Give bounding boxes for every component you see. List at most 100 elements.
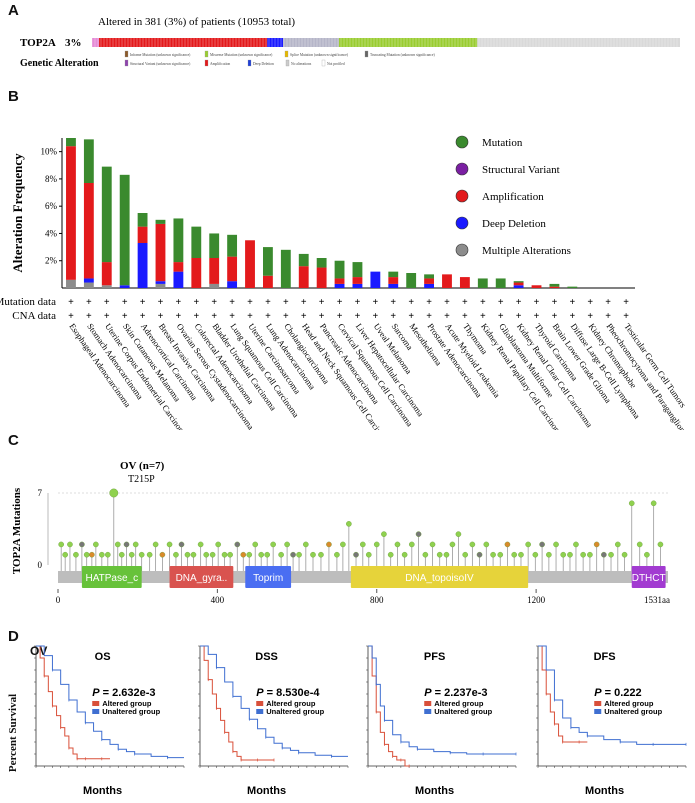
bar-mutation (424, 274, 435, 279)
mutation-point (334, 551, 340, 558)
bar-deep-deletion (137, 243, 148, 288)
legend-label: Unaltered group (266, 707, 324, 716)
domain-label: DNA_gyra.. (176, 573, 228, 584)
y-tick-label: 8% (45, 174, 58, 184)
mutation-point (387, 551, 394, 558)
mutation-point (573, 541, 579, 548)
bar-mutation (191, 226, 202, 258)
data-available-marker: + (68, 297, 74, 308)
legend-item-label: Truncating Mutation (unknown significanc… (370, 53, 435, 57)
legend-label: Unaltered group (434, 707, 492, 716)
bar-mutation (137, 213, 148, 227)
mutation-point (73, 551, 79, 558)
bar-mutation (477, 278, 488, 288)
bar-mutation (567, 286, 578, 288)
data-available-marker: + (587, 297, 593, 308)
gene-name: TOP2A (20, 37, 56, 49)
mutation-point (518, 551, 524, 558)
data-available-marker: + (534, 297, 540, 308)
data-available-marker: + (408, 297, 414, 308)
oncoprint-segment (92, 38, 100, 47)
bar-amplification (245, 240, 255, 288)
y-tick-label: 4% (45, 228, 58, 238)
mutation-point (469, 541, 476, 548)
bar-amplification (191, 258, 202, 288)
legend-item-label: Deep Deletion (253, 62, 274, 66)
mutation-point (628, 500, 635, 507)
x-tick-label: 1200 (527, 595, 546, 605)
data-available-marker: + (373, 311, 379, 322)
data-available-marker: + (444, 297, 450, 308)
x-end-label: 1531aa (644, 595, 670, 605)
panel-a-label: A (8, 2, 19, 19)
mutation-point (476, 551, 483, 558)
data-available-marker: + (229, 311, 235, 322)
data-available-marker: + (552, 297, 558, 308)
mutation-point (159, 551, 166, 558)
mutation-point (132, 541, 139, 548)
legend-item-label: Missense Mutation (unknown significance) (210, 53, 273, 57)
bar-deep-deletion (119, 285, 130, 288)
mutation-point (197, 541, 204, 548)
data-available-marker: + (319, 297, 325, 308)
mutation-point (546, 551, 552, 558)
data-available-marker: + (211, 297, 217, 308)
legend-label: Amplification (482, 191, 544, 203)
mutation-point (511, 551, 518, 558)
mutation-point (401, 551, 408, 558)
data-available-marker: + (265, 297, 271, 308)
mutation-point (601, 551, 607, 558)
data-available-marker: + (569, 311, 575, 322)
lollipop-title: OV (n=7) (120, 460, 165, 472)
mutation-point (621, 551, 628, 558)
mutation-point (252, 541, 259, 548)
data-available-marker: + (86, 311, 92, 322)
survival-curve-altered (538, 645, 588, 743)
bar-deep-deletion (388, 283, 399, 288)
x-axis-label: Months (415, 785, 454, 797)
legend-swatch (124, 59, 129, 67)
legend-swatch (256, 701, 264, 706)
bar-mutation (352, 262, 363, 278)
mutation-point (614, 541, 621, 548)
bar-mutation (155, 219, 166, 224)
data-available-marker: + (462, 311, 468, 322)
bar-deep-deletion (370, 271, 381, 288)
mutation-point (644, 551, 650, 558)
mutation-point (409, 541, 415, 548)
mutation-point (118, 551, 125, 558)
y-tick-label: 10% (41, 147, 58, 157)
bar-amplification (424, 278, 435, 284)
mutation-point (532, 551, 539, 558)
data-available-marker: + (247, 311, 253, 322)
mutation-point (422, 551, 429, 558)
bar-deep-deletion (155, 281, 166, 284)
bar-mutation (280, 249, 291, 288)
data-available-marker: + (569, 297, 575, 308)
mutation-point (429, 541, 436, 548)
legend-swatch (321, 59, 326, 67)
mutation-point (580, 551, 586, 558)
bar-mutation (101, 166, 112, 263)
bar-mutation (119, 174, 130, 286)
x-axis-label: Months (247, 785, 286, 797)
x-tick-label: 400 (211, 595, 225, 605)
domain-label: DNA_topoisoIV (405, 573, 474, 584)
oncoprint-legend: Inframe Mutation (unknown significance) M… (124, 50, 435, 67)
data-available-marker: + (587, 311, 593, 322)
bar-mutation (388, 271, 399, 278)
legend-swatch (247, 59, 252, 67)
bar-amplification (549, 286, 560, 288)
data-available-marker: + (498, 311, 504, 322)
data-available-marker: + (193, 297, 199, 308)
mutation-point (360, 541, 366, 548)
data-available-marker: + (265, 311, 271, 322)
mutation-point (184, 551, 191, 558)
data-available-marker: + (158, 297, 164, 308)
data-available-marker: + (498, 297, 504, 308)
legend-item-label: Structural Variant (unknown significance… (130, 62, 191, 66)
p-value: P = 8.530e-4 (256, 687, 320, 699)
